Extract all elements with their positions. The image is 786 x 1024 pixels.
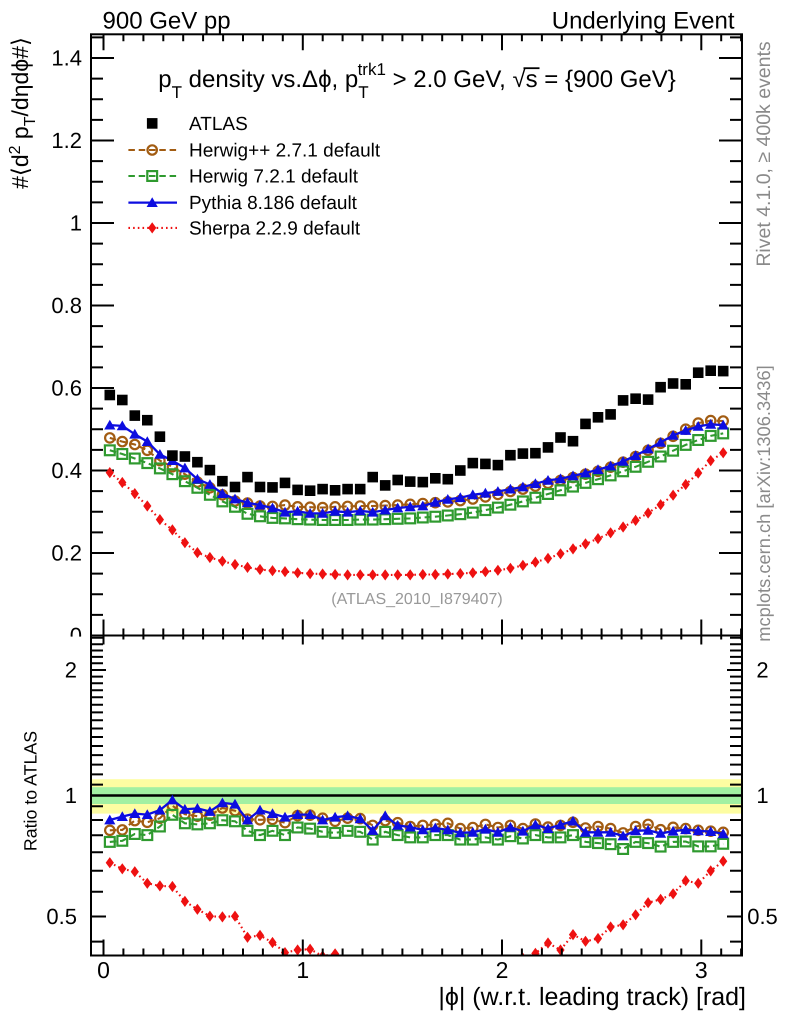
svg-text:ATLAS: ATLAS (189, 114, 248, 135)
svg-text:0.2: 0.2 (51, 541, 82, 566)
svg-text:(ATLAS_2010_I879407): (ATLAS_2010_I879407) (331, 591, 502, 608)
svg-text:0.5: 0.5 (46, 904, 77, 929)
svg-text:2: 2 (496, 957, 509, 983)
svg-text:1: 1 (65, 783, 77, 808)
svg-text:1: 1 (296, 957, 309, 983)
svg-text:2: 2 (756, 658, 768, 683)
svg-text:1: 1 (70, 211, 82, 236)
svg-text:Ratio to ATLAS: Ratio to ATLAS (21, 731, 41, 851)
svg-text:0.8: 0.8 (51, 293, 82, 318)
svg-text:0.4: 0.4 (51, 458, 82, 483)
svg-text:1.4: 1.4 (51, 46, 82, 71)
svg-text:|ϕ| (w.r.t. leading track) [ra: |ϕ| (w.r.t. leading track) [rad] (438, 983, 746, 1011)
svg-text:0: 0 (97, 957, 110, 983)
svg-text:3: 3 (695, 957, 708, 983)
svg-text:Pythia 8.186 default: Pythia 8.186 default (189, 193, 358, 214)
svg-text:2: 2 (65, 658, 77, 683)
svg-text:pT density vs.Δϕ, pTtrk1 > 2.0: pT density vs.Δϕ, pTtrk1 > 2.0 GeV, √s =… (158, 60, 676, 102)
svg-text:900 GeV pp: 900 GeV pp (103, 7, 231, 34)
svg-text:Underlying Event: Underlying Event (552, 7, 735, 34)
svg-text:Herwig++ 2.7.1 default: Herwig++ 2.7.1 default (189, 141, 381, 162)
svg-text:1.2: 1.2 (51, 128, 82, 153)
svg-text:Sherpa 2.2.9 default: Sherpa 2.2.9 default (189, 219, 361, 240)
svg-text:Herwig 7.2.1 default: Herwig 7.2.1 default (189, 167, 359, 188)
svg-text:Rivet 4.1.0, ≥ 400k events: Rivet 4.1.0, ≥ 400k events (753, 41, 775, 267)
svg-text:0.5: 0.5 (747, 904, 778, 929)
svg-text:mcplots.cern.ch [arXiv:1306.34: mcplots.cern.ch [arXiv:1306.3436] (753, 365, 774, 641)
svg-text:1: 1 (756, 783, 768, 808)
svg-text:0.6: 0.6 (51, 376, 82, 401)
